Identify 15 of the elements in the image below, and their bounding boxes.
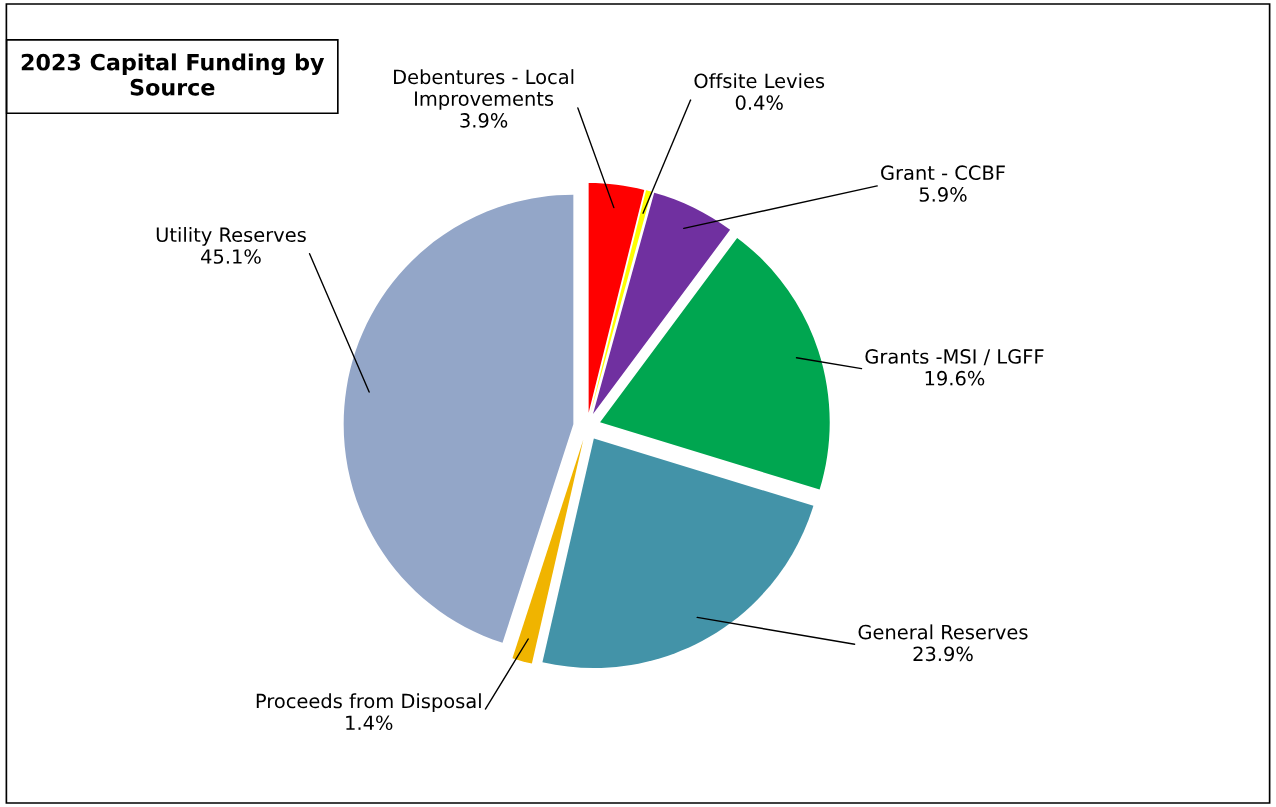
- data-label: 3.9%: [460, 113, 508, 128]
- slice-label: Proceeds from Disposal: [256, 693, 481, 713]
- slice-label: Debentures - Local Improvements: [394, 69, 574, 110]
- slice-label: Utility Reserves: [156, 227, 306, 246]
- slice-label: Offsite Levies: [694, 73, 825, 89]
- data-label: 19.6%: [925, 370, 985, 386]
- slice-label: Grants -MSI / LGFF: [865, 349, 1044, 366]
- slice-label: General Reserves: [858, 624, 1028, 640]
- data-label: 5.9%: [919, 187, 967, 202]
- slice-label: Grant - CCBF: [881, 165, 1005, 181]
- data-label: 45.1%: [201, 249, 261, 264]
- data-label: 1.4%: [346, 715, 393, 731]
- data-label: 0.4%: [735, 95, 783, 110]
- chart-title: 2023 Capital Funding by Source: [21, 53, 325, 96]
- data-label: 23.9%: [913, 646, 973, 662]
